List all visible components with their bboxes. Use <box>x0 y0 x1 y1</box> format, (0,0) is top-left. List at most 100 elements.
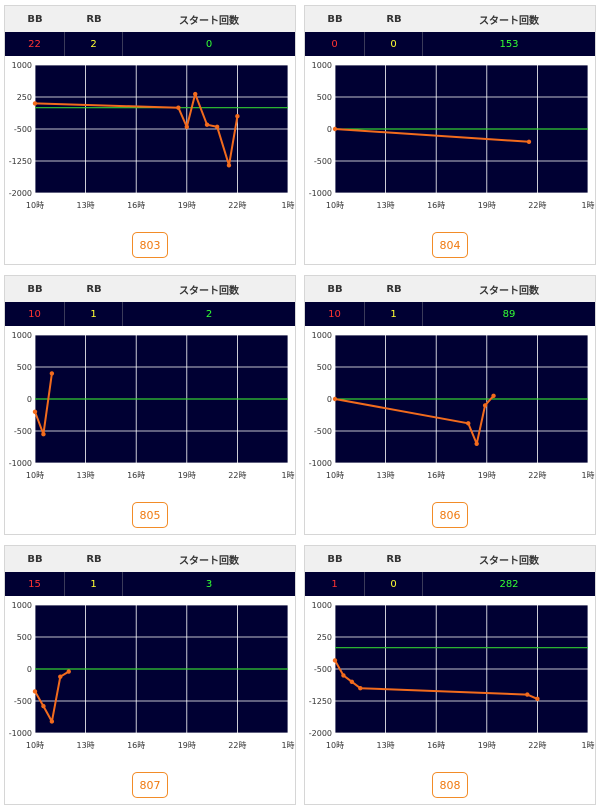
y-tick-label: 250 <box>17 93 32 102</box>
start-count-header: スタート回数 <box>179 555 239 567</box>
start-count-value: 89 <box>502 308 516 320</box>
x-tick-label: 16時 <box>427 741 445 750</box>
rb-value: 1 <box>365 302 423 326</box>
data-point <box>58 674 63 679</box>
y-tick-label: -1000 <box>9 459 32 468</box>
y-tick-label: 250 <box>317 633 332 642</box>
machine-number-button[interactable]: 806 <box>432 502 468 528</box>
x-tick-label: 16時 <box>427 201 445 210</box>
slump-chart: 1000 500 0 -500 -1000 10時 13時 16時 19時 22時 1時 <box>309 331 595 480</box>
rb-header: RB <box>86 283 102 295</box>
x-tick-label: 10時 <box>26 471 44 480</box>
data-point <box>358 686 363 691</box>
machine-number-button[interactable]: 804 <box>432 232 468 258</box>
machine-number-button[interactable]: 805 <box>132 502 168 528</box>
y-tick-label: -1000 <box>309 459 332 468</box>
stats-header: BB RB スタート回数 <box>305 546 595 572</box>
machine-number-button[interactable]: 808 <box>432 772 468 798</box>
slump-chart: 1000 500 0 -500 -1000 10時 13時 16時 19時 22時 1時 <box>9 331 295 480</box>
start-count-value: 0 <box>205 38 213 50</box>
data-point <box>341 673 346 678</box>
bb-header: BB <box>327 13 343 25</box>
y-tick-label: 1000 <box>12 61 32 70</box>
rb-header: RB <box>386 283 402 295</box>
data-point <box>525 692 530 697</box>
y-tick-label: 1000 <box>312 601 332 610</box>
machine-number-button[interactable]: 803 <box>132 232 168 258</box>
x-tick-label: 13時 <box>377 741 395 750</box>
x-tick-label: 22時 <box>528 201 546 210</box>
x-tick-label: 13時 <box>77 741 95 750</box>
data-point <box>49 719 55 724</box>
x-tick-label: 19時 <box>478 741 496 750</box>
x-tick-label: 13時 <box>377 471 395 480</box>
machine-number-button[interactable]: 807 <box>132 772 168 798</box>
data-point <box>32 689 38 694</box>
y-tick-label: 500 <box>17 363 32 372</box>
x-tick-label: 22時 <box>528 471 546 480</box>
y-tick-label: 500 <box>317 363 332 372</box>
data-point <box>193 91 198 97</box>
machine-panel-806: BB RB スタート回数 10 1 89 1000 500 0 -500 -1000 10… <box>304 275 596 535</box>
bb-value: 10 <box>5 302 65 326</box>
slump-chart: 1000 250 -500 -1250 -2000 10時 13時 16時 19時 22時 1時 <box>9 61 295 210</box>
x-tick-label: 22時 <box>528 741 546 750</box>
bb-value: 0 <box>305 32 365 56</box>
x-tick-label: 22時 <box>228 741 246 750</box>
start-count-value: 3 <box>205 578 213 590</box>
start-count-value: 153 <box>499 38 519 50</box>
y-tick-label: -2000 <box>9 189 32 198</box>
slump-chart: 1000 500 0 -500 -1000 10時 13時 16時 19時 22時 1時 <box>309 61 595 210</box>
machine-panel-804: BB RB スタート回数 0 0 153 1000 500 0 -500 -1000 10… <box>304 5 596 265</box>
x-tick-label: 19時 <box>178 201 196 210</box>
stats-values: 22 2 0 <box>5 32 295 56</box>
y-tick-label: 500 <box>317 93 332 102</box>
x-tick-label: 13時 <box>377 201 395 210</box>
x-tick-label: 19時 <box>178 471 196 480</box>
x-tick-label: 1時 <box>581 201 594 210</box>
start-count-value: 2 <box>205 308 213 320</box>
x-tick-label: 13時 <box>77 201 95 210</box>
series-line <box>334 128 530 143</box>
x-tick-label: 10時 <box>326 741 344 750</box>
data-point <box>184 124 189 130</box>
data-point <box>66 669 71 674</box>
stats-values: 10 1 89 <box>305 302 595 326</box>
bb-value: 1 <box>305 572 365 596</box>
stats-values: 15 1 3 <box>5 572 295 596</box>
rb-value: 2 <box>65 32 123 56</box>
bb-value: 22 <box>5 32 65 56</box>
rb-header: RB <box>386 553 402 565</box>
x-tick-label: 19時 <box>478 471 496 480</box>
slump-chart: 1000 500 0 -500 -1000 10時 13時 16時 19時 22時 1時 <box>9 601 295 750</box>
bb-value: 10 <box>305 302 365 326</box>
data-point <box>491 393 496 398</box>
bb-header: BB <box>27 283 43 295</box>
data-point <box>474 441 479 446</box>
x-tick-label: 22時 <box>228 201 246 210</box>
y-tick-label: -500 <box>314 427 332 436</box>
data-point <box>526 139 532 144</box>
rb-value: 1 <box>65 572 123 596</box>
stats-header: BB RB スタート回数 <box>5 276 295 302</box>
slump-chart: 1000 250 -500 -1250 -2000 10時 13時 16時 19時 22時 1時 <box>309 601 595 750</box>
y-tick-label: -500 <box>14 125 32 134</box>
data-point <box>214 124 220 130</box>
stats-header: BB RB スタート回数 <box>5 546 295 572</box>
y-tick-label: -2000 <box>309 729 332 738</box>
x-tick-label: 10時 <box>26 741 44 750</box>
y-tick-label: -500 <box>314 665 332 674</box>
stats-header: BB RB スタート回数 <box>305 6 595 32</box>
data-point <box>535 696 540 702</box>
y-tick-label: -500 <box>314 157 332 166</box>
rb-value: 1 <box>65 302 123 326</box>
y-tick-label: -1250 <box>309 697 332 706</box>
y-tick-label: 0 <box>327 395 332 404</box>
data-point <box>332 658 338 663</box>
x-tick-label: 16時 <box>127 741 145 750</box>
data-point <box>332 126 338 132</box>
x-tick-label: 22時 <box>228 471 246 480</box>
data-point <box>482 403 488 408</box>
bb-header: BB <box>27 13 43 25</box>
data-point <box>49 371 55 376</box>
